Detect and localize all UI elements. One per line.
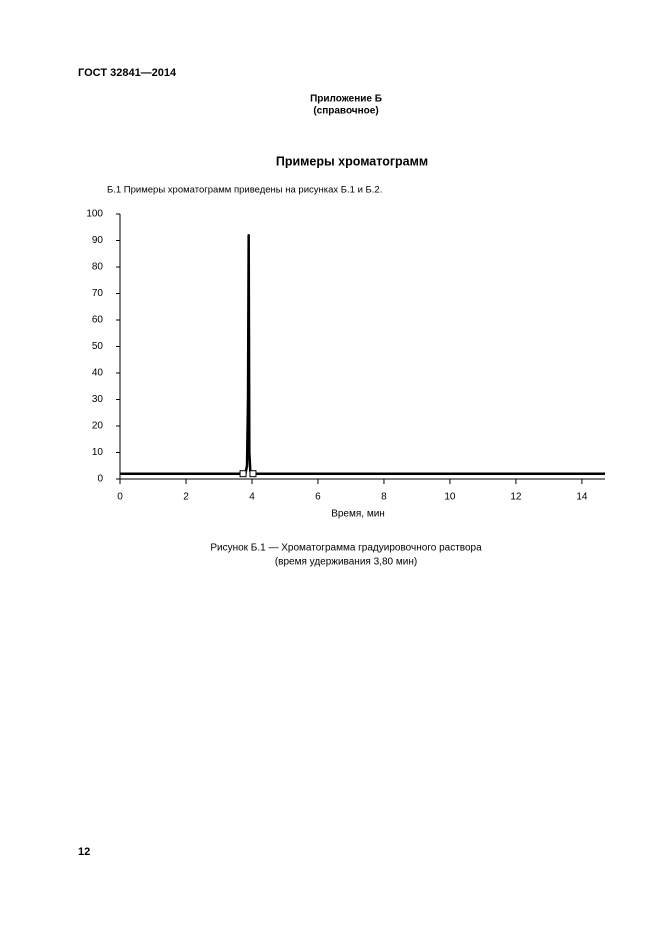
x-tick-label: 14 (576, 492, 588, 503)
x-tick-label: 6 (315, 492, 321, 503)
x-axis-label: Время, мин (331, 509, 385, 520)
y-tick-label: 20 (92, 421, 104, 432)
peak-marker (239, 470, 247, 478)
appendix-note: (справочное) (313, 106, 378, 117)
paragraph: Б.1 Примеры хроматограмм приведены на ри… (107, 185, 382, 196)
section-title: Примеры хроматограмм (276, 154, 428, 168)
y-tick-label: 50 (92, 341, 104, 352)
caption: Рисунок Б.1 — Хроматограмма градуировочн… (210, 543, 482, 554)
y-tick-label: 80 (92, 262, 104, 273)
peak-marker (249, 470, 257, 478)
y-tick-label: 30 (92, 394, 104, 405)
y-tick-label: 60 (92, 315, 104, 326)
x-tick-label: 0 (117, 492, 123, 503)
x-tick-label: 10 (444, 492, 456, 503)
y-tick-label: 90 (92, 235, 104, 246)
y-tick-label: 100 (86, 209, 103, 220)
y-tick-label: 0 (97, 474, 103, 485)
y-tick-label: 10 (92, 447, 104, 458)
x-tick-label: 4 (249, 492, 255, 503)
caption: (время удерживания 3,80 мин) (275, 557, 417, 568)
x-tick-label: 2 (183, 492, 189, 503)
page-number: 12 (78, 846, 90, 858)
y-tick-label: 40 (92, 368, 104, 379)
x-tick-label: 12 (510, 492, 522, 503)
x-tick-label: 8 (381, 492, 387, 503)
doc-id: ГОСТ 32841—2014 (78, 67, 177, 79)
appendix: Приложение Б (310, 94, 382, 105)
y-tick-label: 70 (92, 288, 104, 299)
